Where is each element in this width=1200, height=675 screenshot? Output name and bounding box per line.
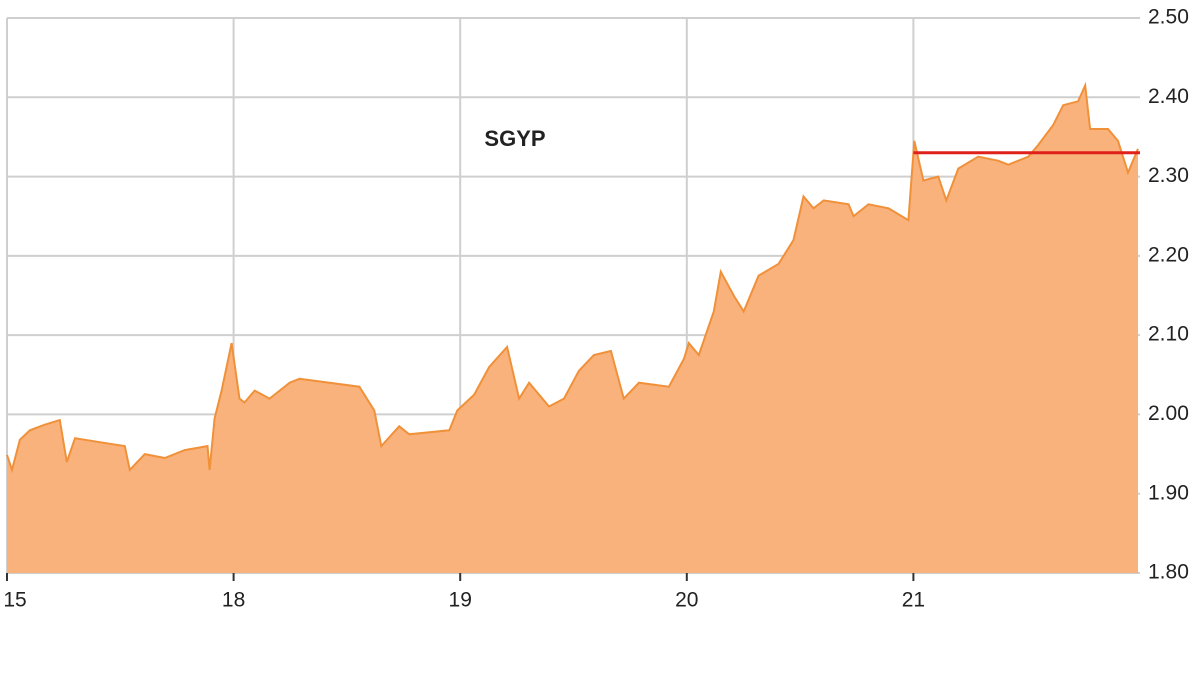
label-layer: 1.80 1.90 2.00 2.10 2.20 2.30 2.40 2.50 15 18 19 20…	[3, 6, 1189, 612]
mark-layer	[6, 81, 1140, 574]
area	[7, 85, 1138, 574]
x-tick-label: 20	[675, 589, 698, 612]
y-tick-label: 1.80	[1148, 561, 1189, 584]
y-tick-label: 2.30	[1148, 164, 1189, 187]
x-tick-label: 18	[222, 589, 245, 612]
y-tick-label: 2.10	[1148, 323, 1189, 346]
x-tick-label: 21	[902, 589, 925, 612]
y-tick-label: 2.50	[1148, 6, 1189, 29]
y-tick-label: 2.00	[1148, 402, 1189, 425]
y-tick-label: 1.90	[1148, 481, 1189, 504]
line	[6, 81, 1139, 474]
x-tick-label: 19	[449, 589, 472, 612]
x-tick-label: 15	[3, 589, 26, 612]
y-tick-label: 2.20	[1148, 243, 1189, 266]
y-tick-label: 2.40	[1148, 85, 1189, 108]
chart-title: SGYP	[484, 126, 545, 151]
